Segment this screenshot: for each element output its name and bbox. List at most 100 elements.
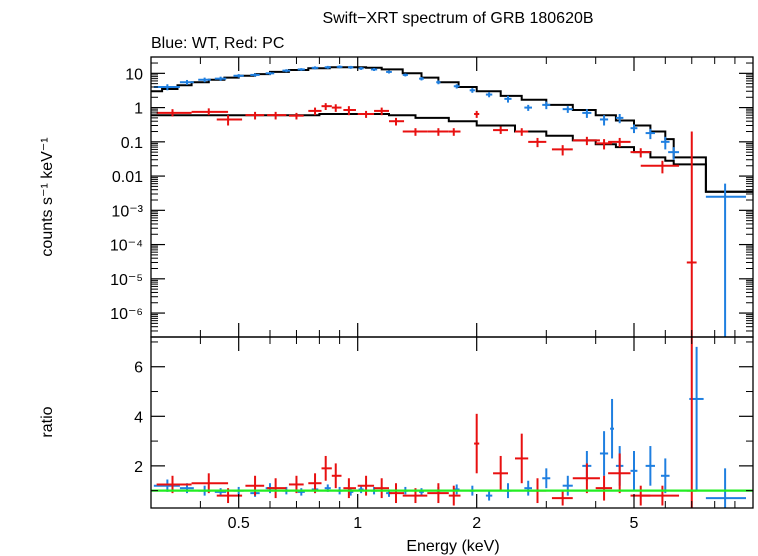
pc-ratio-series-point [374,478,389,499]
pc-data-series-point [343,106,356,116]
pc-ratio-series-point [427,483,449,504]
pc-ratio-series-point [608,453,631,494]
pc-data-series-point [630,148,651,158]
chart-title: Swift−XRT spectrum of GRB 180620B [322,10,593,27]
pc-data-series-point [388,117,405,126]
wt-ratio-series-point [599,431,609,476]
pc-ratio-series-point [343,478,356,499]
wt-data-series-point [402,73,408,77]
pc-ratio-series-point [572,463,600,494]
wt-data-series-point [582,109,592,118]
wt-data-series-point [370,68,378,72]
wt-data-series-point [668,147,680,160]
wt-data-series-point [311,66,319,70]
pc-data-series-point [156,109,192,117]
pc-data-series-point [191,108,229,116]
pc-data-series-point [321,103,332,111]
pc-data-series-point [402,128,428,136]
pc-ratio-series-point [551,490,573,506]
wt-ratio-series-point [297,488,305,496]
wt-data-series-point [214,76,227,81]
wt-data-series-point [660,136,670,150]
pc-data-series-point [331,104,342,112]
wt-data-series-point [336,65,343,69]
y-tick-label: 10⁻³ [111,203,143,220]
pc-data-series-point [216,115,243,126]
pc-data-series-point [245,111,265,120]
pc-ratio-series-point [640,485,680,506]
wt-data-series-point [347,65,354,69]
pc-ratio-series-point [595,475,613,501]
pc-data-series-point [427,128,449,136]
wt-data-series-point [282,69,291,73]
pc-data-series-point [448,128,461,136]
wt-data-series-point [504,95,512,103]
pc-data-series-point [267,111,287,120]
wt-data-series-point [324,65,331,69]
pc-ratio-series-point [388,483,405,504]
pc-data-series [156,103,697,337]
wt-data-series-point [436,80,441,85]
wt-data-series-point [485,92,493,98]
wt-data-series-point [630,124,638,134]
wt-ratio-series-point [562,475,573,496]
wt-data-series-point [419,77,424,81]
pc-ratio-series-point [515,433,529,484]
wt-data-series-point [386,70,392,74]
pc-ratio-series-point [331,463,342,489]
y-tick-label: 1 [134,101,143,118]
pc-data-series-point [608,137,631,148]
x-tick-label: 5 [630,515,639,532]
wt-ratio-series-point [705,468,746,508]
wt-data-series-point [705,183,746,337]
pc-ratio-series-point [493,455,508,491]
bottom-y-axis-label: ratio [39,406,56,437]
wt-ratio-series-point [485,490,493,501]
pc-data-series-point [515,128,529,136]
pc-data-series-point [374,107,389,116]
wt-ratio-series-point [214,488,227,496]
chart-subtitle: Blue: WT, Red: PC [151,35,284,52]
top-panel: 10 1 0.1 0.01 10⁻³ 10⁻⁴ 10⁻⁵ 10⁻⁶ [110,56,754,338]
wt-data-series-point [542,101,551,110]
wt-data-series-point [562,106,573,113]
y-tick-label: 0.1 [121,135,143,152]
pc-data-series-point [288,112,304,120]
x-tick-label: 0.5 [228,515,250,532]
wt-data-series-point [524,104,532,111]
y-tick-label: 4 [134,409,143,426]
pc-data-series-point [357,110,375,118]
pc-ratio-series-point [474,413,480,474]
wt-ratio-series-point [630,451,638,491]
pc-ratio-series-point [245,475,265,496]
wt-ratio-series-point [524,480,532,496]
pc-data-series-point [640,160,680,174]
wt-data-series-point [453,84,460,89]
wt-data-series-point [469,88,475,93]
y-tick-label: 6 [134,360,143,377]
wt-ratio-series-point [645,446,655,486]
pc-data-series-point [493,126,508,134]
pc-ratio-series [156,337,697,508]
wt-ratio-series-point [419,488,424,496]
pc-ratio-series-point [448,485,461,506]
wt-data-series-point [615,113,624,124]
y-tick-label: 2 [134,459,143,476]
pc-data-series-point [474,110,480,118]
bottom-panel-frame [150,336,754,509]
wt-data-series-point [179,79,194,85]
wt-data-series-point [265,71,275,75]
wt-data-series-point [198,77,211,83]
x-axis-label: Energy (keV) [406,538,499,555]
pc-data-series-point [551,145,573,156]
y-tick-label: 10⁻⁴ [110,238,143,255]
wt-data-series-point [358,66,364,70]
y-tick-label: 0.01 [112,169,143,186]
wt-data-series-point [297,68,305,71]
y-tick-label: 10 [125,66,143,83]
wt-ratio-series-point [660,458,670,494]
y-tick-label: 10⁻⁶ [110,306,143,323]
pc-ratio-series-point [686,337,697,508]
pc-data-series-point [686,131,697,337]
